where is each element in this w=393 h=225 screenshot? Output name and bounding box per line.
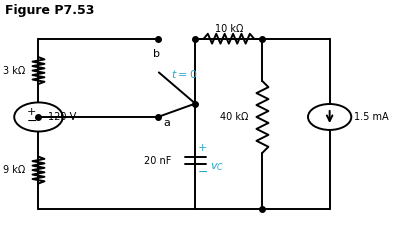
Text: +: +: [27, 107, 37, 117]
Text: 1.5 mA: 1.5 mA: [354, 112, 389, 122]
Text: 3 kΩ: 3 kΩ: [3, 65, 26, 76]
Text: Figure P7.53: Figure P7.53: [5, 4, 94, 17]
Text: $t = 0$: $t = 0$: [171, 68, 197, 81]
Text: −: −: [197, 166, 208, 179]
Text: −: −: [26, 115, 37, 128]
Text: $v_C$: $v_C$: [210, 161, 224, 173]
Text: 10 kΩ: 10 kΩ: [215, 24, 243, 34]
Text: a: a: [163, 118, 171, 128]
Text: 40 kΩ: 40 kΩ: [220, 112, 249, 122]
Text: 120 V: 120 V: [48, 112, 76, 122]
Text: +: +: [198, 143, 208, 153]
Text: b: b: [152, 49, 160, 59]
Text: 20 nF: 20 nF: [143, 155, 171, 166]
Text: 9 kΩ: 9 kΩ: [3, 165, 26, 175]
